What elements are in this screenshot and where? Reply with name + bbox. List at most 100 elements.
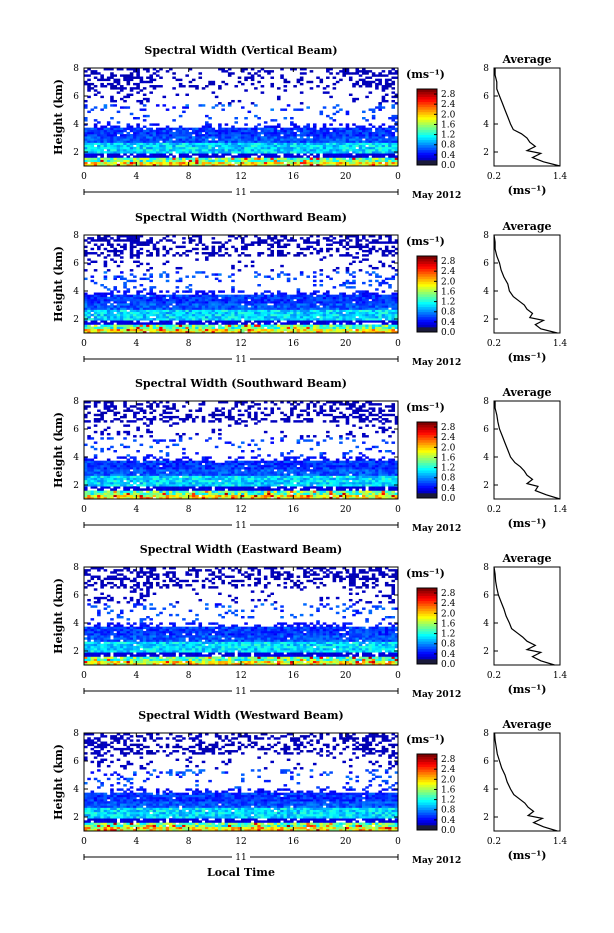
colorbar-segment [417,470,437,473]
colorbar-segment [417,606,437,609]
x-tick-label: 20 [340,837,352,847]
colorbar-segment [417,596,437,599]
panel-title: Spectral Width (Eastward Beam) [140,543,342,556]
y-tick-label: 8 [73,397,79,407]
average-y-tick-label: 6 [483,92,489,102]
average-x-tick-label: 1.4 [553,339,568,349]
colorbar-tick-label: 0.4 [441,650,456,660]
colorbar-tick-label: 2.4 [441,599,456,609]
x-tick-label: 12 [235,172,246,182]
colorbar-segment [417,317,437,320]
x-tick-label: 4 [133,505,139,515]
colorbar-segment [417,646,437,649]
y-tick-label: 4 [73,619,79,629]
colorbar-segment [417,463,437,466]
x-tick-label: 0 [395,837,401,847]
colorbar-segment [417,639,437,642]
panel-5: Spectral Width (Westward Beam)2468Height… [52,709,567,879]
colorbar-tick-label: 0.8 [441,474,456,484]
average-y-tick-label: 4 [483,287,489,297]
average-title: Average [501,53,551,66]
colorbar-segment [417,314,437,317]
colorbar-segment [417,440,437,443]
x-tick-label: 12 [235,837,246,847]
x-tick-label: 16 [288,671,300,681]
colorbar-segment [417,493,437,496]
average-y-tick-label: 4 [483,120,489,130]
colorbar-tick-label: 2.0 [441,443,456,453]
colorbar-segment [417,276,437,279]
y-tick-label: 8 [73,563,79,573]
x-tick-label: 12 [235,505,246,515]
average-frame [494,401,560,499]
colorbar-segment [417,659,437,662]
colorbar-segment [417,432,437,435]
colorbar-segment [417,629,437,632]
colorbar-segment [417,119,437,122]
colorbar-tick-label: 2.4 [441,100,456,110]
colorbar-tick-label: 1.6 [441,287,456,297]
heatmap-cells [84,68,398,166]
colorbar-segment [417,294,437,297]
x-tick-label: 4 [133,837,139,847]
colorbar-segment [417,815,437,818]
colorbar-segment [417,286,437,289]
colorbar-tick-label: 0.4 [441,318,456,328]
colorbar-segment [417,649,437,652]
colorbar-tick-label: 0.0 [441,161,456,171]
average-title: Average [501,718,551,731]
average-y-tick-label: 6 [483,425,489,435]
date-center-label: 11 [235,188,246,198]
colorbar-segment [417,772,437,775]
colorbar-tick-label: 1.2 [441,464,455,474]
colorbar-segment [417,480,437,483]
average-title: Average [501,220,551,233]
average-x-label: (ms⁻¹) [508,683,547,696]
x-tick-label: 0 [81,837,87,847]
y-tick-label: 6 [73,591,79,601]
y-tick-label: 4 [73,453,79,463]
colorbar-tick-label: 2.0 [441,277,456,287]
heatmap-cells [84,733,398,831]
colorbar-tick-label: 0.8 [441,141,456,151]
colorbar-unit: (ms⁻¹) [406,733,445,746]
colorbar-segment [417,812,437,815]
colorbar-segment [417,784,437,787]
colorbar-tick-label: 0.4 [441,816,456,826]
date-label: May 2012 [412,191,461,201]
x-tick-label: 0 [395,172,401,182]
colorbar-segment [417,825,437,828]
x-tick-label: 0 [81,671,87,681]
date-label: May 2012 [412,856,461,866]
average-x-tick-label: 0.2 [487,837,501,847]
average-x-tick-label: 0.2 [487,172,501,182]
colorbar-tick-label: 1.2 [441,796,455,806]
average-y-tick-label: 4 [483,453,489,463]
y-axis-label: Height (km) [52,79,65,155]
date-center-label: 11 [235,521,246,531]
date-center-label: 11 [235,687,246,697]
average-title: Average [501,552,551,565]
y-axis-label: Height (km) [52,744,65,820]
colorbar-segment [417,598,437,601]
x-tick-label: 8 [186,339,192,349]
average-title: Average [501,386,551,399]
colorbar-segment [417,490,437,493]
colorbar-unit: (ms⁻¹) [406,567,445,580]
y-axis-label: Height (km) [52,246,65,322]
average-y-tick-label: 4 [483,785,489,795]
average-y-tick-label: 8 [483,397,489,407]
x-tick-label: 12 [235,671,246,681]
colorbar-segment [417,160,437,163]
colorbar-segment [417,99,437,102]
average-y-tick-label: 6 [483,591,489,601]
x-tick-label: 4 [133,172,139,182]
colorbar-segment [417,430,437,433]
x-tick-label: 8 [186,837,192,847]
colorbar-tick-label: 0.0 [441,660,456,670]
colorbar-segment [417,473,437,476]
colorbar-segment [417,762,437,765]
average-y-tick-label: 2 [483,148,489,158]
average-x-label: (ms⁻¹) [508,184,547,197]
colorbar-segment [417,774,437,777]
